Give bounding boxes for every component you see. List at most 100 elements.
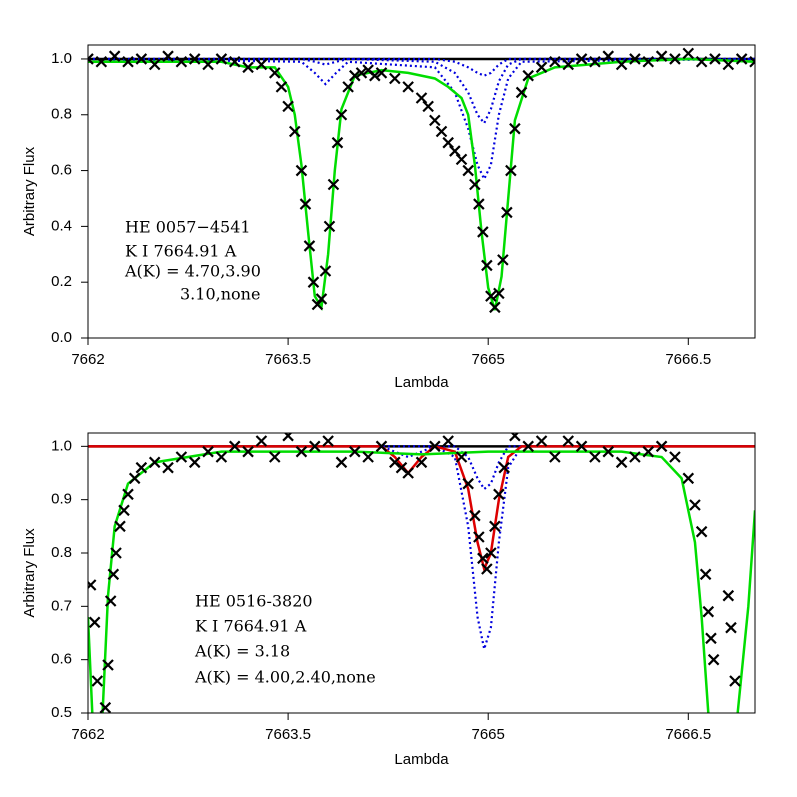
data-point [477,226,489,238]
data-point [104,595,117,607]
data-point [549,55,561,68]
data-point [362,451,374,463]
data-point [102,659,114,671]
data-point [682,472,695,485]
data-point [148,456,161,469]
y-tick-label: 0.6 [51,651,72,668]
data-point [615,456,628,469]
data-point [429,440,441,453]
data-point [629,53,641,65]
data-point [389,72,401,85]
data-point [705,632,717,645]
data-point [602,50,615,62]
data-point [275,81,288,93]
y-tick-label: 0.2 [51,273,72,290]
data-point [128,472,141,485]
data-point [575,440,588,453]
y-tick-label: 0.8 [51,106,72,123]
data-point [282,100,294,113]
data-point [498,461,510,474]
data-point [522,69,534,82]
x-tick-label: 7662 [71,351,104,368]
x-tick-label: 7663.5 [265,726,311,743]
data-point [188,456,201,469]
y-axis-label: Arbitrary Flux [21,528,38,618]
data-point [749,55,755,68]
plot-frame [87,432,756,714]
data-point [722,589,735,602]
data-point [535,435,548,447]
data-point [319,265,332,277]
data-point [629,451,641,463]
data-point [415,456,428,469]
data-point [309,440,321,453]
annotation: 3.10,none [180,285,260,304]
fit-line [88,57,755,182]
data-point [108,50,121,62]
data-point [255,58,268,71]
data-point [122,488,134,501]
data-point [435,125,448,138]
fit-line [88,57,755,312]
data-point [469,178,481,191]
annotation: HE 0057−4541 [125,218,251,237]
data-point [323,220,336,233]
data-point [722,58,735,71]
data-point [509,122,521,135]
data-point [135,461,148,474]
data-point [575,53,588,65]
data-point [88,53,94,65]
x-tick-label: 7663.5 [265,351,311,368]
y-tick-label: 0.8 [51,544,72,561]
y-tick-label: 1.0 [51,50,72,67]
data-point [99,701,112,713]
data-point [242,61,254,74]
data-point [702,605,715,618]
data-point [682,47,695,60]
data-point [375,440,388,453]
data-point [288,125,301,138]
data-point [355,67,368,79]
data-point [255,435,268,447]
data-point [493,287,505,300]
data-point [349,445,361,458]
data-point [335,108,348,121]
data-point [114,520,126,533]
fit-line [88,57,755,126]
data-point [202,58,214,71]
data-point [473,198,485,210]
y-tick-label: 0.6 [51,162,72,179]
x-tick-label: 7666.5 [665,726,711,743]
data-point [268,451,281,463]
data-point [268,67,281,79]
data-point [485,290,497,302]
data-point [562,58,575,71]
data-point [162,50,174,62]
data-point [295,164,308,177]
data-point [228,55,241,68]
data-point [162,461,174,474]
fit-line [88,444,755,573]
data-point [642,445,655,458]
y-tick-label: 1.0 [51,437,72,454]
data-point [729,675,741,687]
data-point [699,568,712,581]
annotation: HE 0516-3820 [195,592,313,611]
data-point [88,579,97,591]
data-point [95,55,108,68]
x-tick-label: 7666.5 [665,351,711,368]
data-point [709,53,721,65]
data-point [331,136,344,149]
data-point [489,520,501,533]
plot-area [88,47,755,314]
data-point [442,136,454,149]
y-tick-label: 0.0 [51,329,72,346]
data-point [589,55,601,68]
data-point [602,445,615,458]
data-point [449,145,461,157]
data-point [422,100,434,113]
data-point [481,563,493,575]
x-tick-label: 7665 [472,726,505,743]
data-point [175,55,188,68]
data-point [322,435,334,447]
